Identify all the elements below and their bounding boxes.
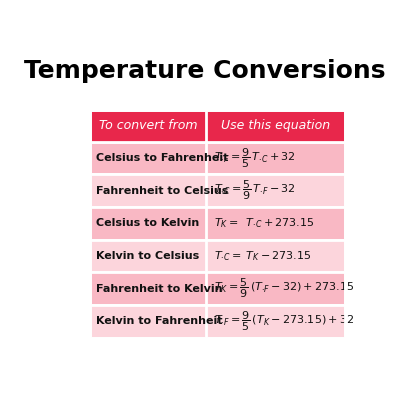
Bar [90, 110, 344, 338]
Text: $T_{\cdot C} = \dfrac{5}{9}\,T_{\cdot F} - 32$: $T_{\cdot C} = \dfrac{5}{9}\,T_{\cdot F}… [214, 179, 296, 202]
Bar [90, 174, 344, 207]
Text: Kelvin to Celsius: Kelvin to Celsius [96, 251, 200, 261]
Text: $T_{\cdot F} = \dfrac{9}{5}\,T_{\cdot C} + 32$: $T_{\cdot F} = \dfrac{9}{5}\,T_{\cdot C}… [214, 146, 296, 170]
Text: Kelvin to Fahrenheit: Kelvin to Fahrenheit [96, 316, 223, 326]
Text: Fahrenheit to Kelvin: Fahrenheit to Kelvin [96, 284, 223, 294]
Text: Temperature Conversions: Temperature Conversions [24, 59, 386, 83]
Bar [90, 305, 344, 338]
Bar [90, 272, 344, 305]
Bar [90, 110, 344, 142]
Text: $T_{K} = \dfrac{5}{9}\,( T_{\cdot F} - 32) +273.15$: $T_{K} = \dfrac{5}{9}\,( T_{\cdot F} - 3… [214, 277, 354, 300]
Bar [90, 207, 344, 240]
Bar [90, 240, 344, 272]
Text: Celsius to Kelvin: Celsius to Kelvin [96, 218, 200, 228]
Text: $T_{K} =\;\; T_{\cdot C} + 273.15$: $T_{K} =\;\; T_{\cdot C} + 273.15$ [214, 216, 314, 230]
Text: Celsius to Fahrenheit: Celsius to Fahrenheit [96, 153, 229, 163]
Text: Fahrenheit to Celsius: Fahrenheit to Celsius [96, 186, 229, 196]
Text: Use this equation: Use this equation [221, 119, 330, 132]
Bar [90, 142, 344, 174]
Text: To convert from: To convert from [99, 119, 197, 132]
Text: $T_{\cdot C} =\; T_{K} - 273.15$: $T_{\cdot C} =\; T_{K} - 273.15$ [214, 249, 311, 263]
Text: $T_{\cdot F} = \dfrac{9}{5}\,( T_{K} - 273.15) + 32$: $T_{\cdot F} = \dfrac{9}{5}\,( T_{K} - 2… [214, 310, 354, 333]
